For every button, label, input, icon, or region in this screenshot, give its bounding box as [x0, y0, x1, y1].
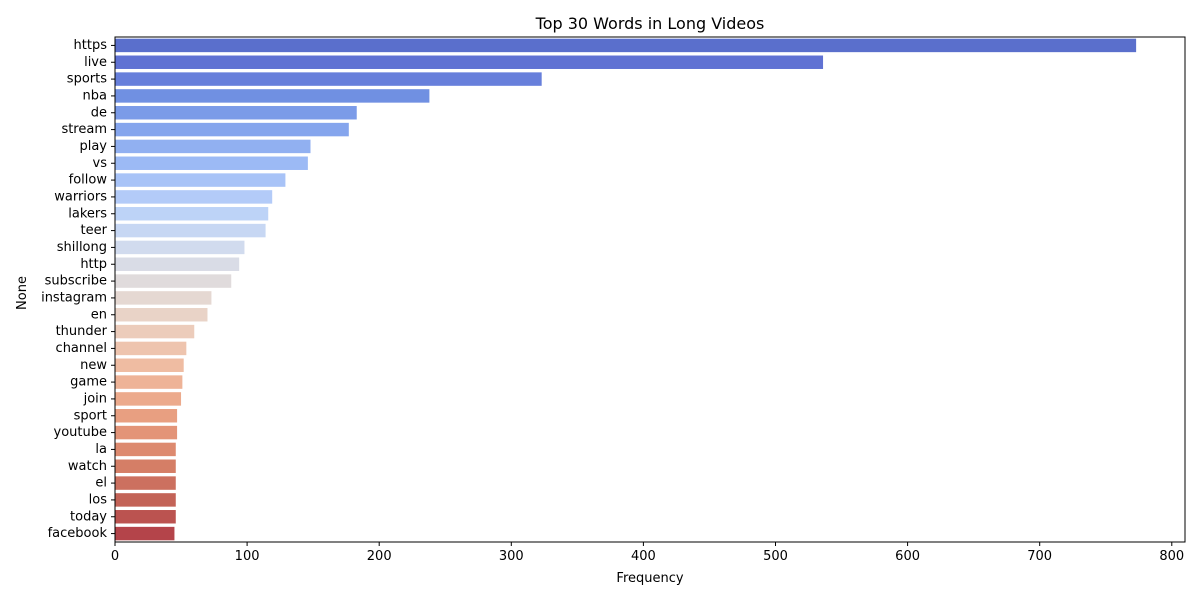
- y-tick-label: warriors: [54, 189, 107, 204]
- y-tick-label: http: [80, 257, 107, 272]
- y-tick-label: game: [70, 375, 107, 390]
- bar-subscribe: [115, 274, 232, 288]
- bar-facebook: [115, 526, 175, 541]
- plot-frame: [114, 36, 1186, 543]
- bar-play: [115, 139, 311, 154]
- bar-https: [115, 38, 1137, 53]
- y-tick-label: new: [80, 358, 107, 373]
- x-tick-label: 300: [499, 549, 524, 564]
- y-axis-label: None: [15, 276, 30, 310]
- y-tick-label: lakers: [68, 206, 107, 221]
- y-tick-label: stream: [61, 122, 107, 137]
- bar-game: [115, 375, 183, 389]
- y-tick-label: join: [83, 391, 107, 406]
- bar-live: [115, 55, 824, 69]
- bar-nba: [115, 89, 430, 103]
- y-tick-label: thunder: [56, 324, 108, 339]
- y-tick-label: teer: [81, 223, 108, 238]
- bar-channel: [115, 341, 187, 356]
- bar-lakers: [115, 207, 269, 221]
- bar-teer: [115, 223, 266, 238]
- y-tick-label: nba: [83, 88, 107, 103]
- x-axis-label: Frequency: [616, 571, 683, 586]
- bar-en: [115, 308, 208, 322]
- y-tick-label: facebook: [48, 526, 108, 541]
- y-tick-label: los: [89, 492, 108, 507]
- x-tick-label: 800: [1159, 549, 1184, 564]
- y-tick-label: la: [95, 442, 107, 457]
- y-tick-label: de: [91, 105, 107, 120]
- y-tick-label: play: [79, 139, 107, 154]
- y-tick-label: el: [95, 476, 107, 491]
- x-tick-label: 100: [235, 549, 260, 564]
- y-tick-label: today: [70, 509, 107, 524]
- bar-los: [115, 493, 176, 507]
- y-tick-label: sport: [74, 408, 107, 423]
- y-tick-label: follow: [69, 173, 108, 188]
- y-tick-label: subscribe: [45, 274, 107, 289]
- bar-sport: [115, 409, 178, 423]
- y-tick-label: live: [84, 55, 107, 70]
- bar-http: [115, 257, 240, 271]
- bar-la: [115, 442, 176, 457]
- y-tick-label: channel: [56, 341, 107, 356]
- bar-shillong: [115, 240, 245, 255]
- y-tick-label: sports: [67, 72, 107, 87]
- chart-title: Top 30 Words in Long Videos: [535, 14, 765, 33]
- bar-today: [115, 510, 176, 524]
- bar-follow: [115, 173, 286, 187]
- x-tick-label: 400: [631, 549, 656, 564]
- bar-de: [115, 106, 357, 120]
- y-tick-label: shillong: [57, 240, 107, 255]
- y-tick-label: instagram: [41, 290, 107, 305]
- bar-youtube: [115, 425, 178, 440]
- bars-layer: [115, 38, 1137, 541]
- x-tick-label: 200: [367, 549, 392, 564]
- bar-sports: [115, 72, 542, 86]
- x-tick-label: 700: [1027, 549, 1052, 564]
- y-tick-label: watch: [68, 459, 107, 474]
- x-tick-label: 600: [895, 549, 920, 564]
- bar-thunder: [115, 324, 195, 339]
- bar-join: [115, 392, 182, 406]
- x-tick-label: 0: [111, 549, 119, 564]
- y-tick-label: vs: [93, 156, 108, 171]
- y-tick-label: en: [91, 307, 107, 322]
- y-tick-label: youtube: [54, 425, 107, 440]
- bar-instagram: [115, 291, 212, 305]
- bar-stream: [115, 122, 349, 137]
- bar-watch: [115, 459, 176, 473]
- y-axis: httpslivesportsnbadestreamplayvsfollowwa…: [41, 38, 115, 541]
- y-tick-label: https: [74, 38, 108, 53]
- bar-warriors: [115, 190, 273, 204]
- bar-vs: [115, 156, 308, 170]
- x-tick-label: 500: [763, 549, 788, 564]
- bar-el: [115, 476, 176, 490]
- bar-new: [115, 358, 184, 372]
- x-axis: 0 100 200 300 400 500 600 700 800: [111, 542, 1184, 564]
